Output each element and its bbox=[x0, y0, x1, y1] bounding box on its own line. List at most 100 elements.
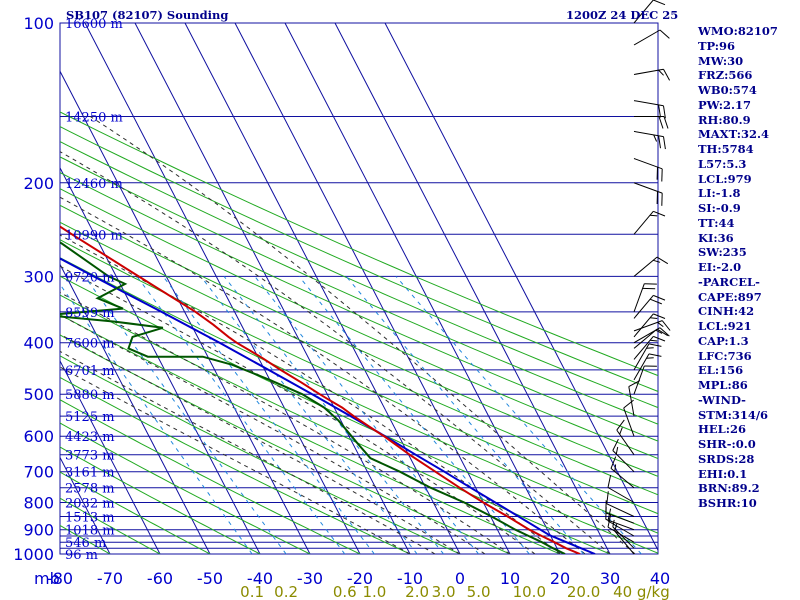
stat-item: STM:314/6 bbox=[698, 407, 769, 422]
wind-barb bbox=[628, 380, 641, 417]
wind-barb-flag bbox=[658, 69, 664, 76]
dry-adiabat-line bbox=[60, 156, 658, 425]
height-label: 1018 m bbox=[65, 524, 115, 539]
height-label: 8599 m bbox=[65, 306, 115, 321]
dry-adiabat-line bbox=[60, 204, 658, 477]
wind-barb bbox=[612, 519, 635, 549]
wind-barb-staff bbox=[633, 295, 654, 319]
stats-panel: WMO:82107 TP:96 MW:30 FRZ:566 WB0:574 PW:2.17… bbox=[698, 24, 798, 511]
wind-barb bbox=[607, 508, 635, 537]
pressure-tick-label: 100 bbox=[23, 14, 54, 33]
dry-adiabat-line bbox=[60, 111, 658, 377]
stat-item: LCL:921 bbox=[698, 319, 752, 333]
moist-adiabat-line bbox=[90, 116, 636, 554]
wind-barb bbox=[633, 335, 666, 360]
moist-adiabat-line bbox=[60, 366, 411, 554]
height-label: 5125 m bbox=[65, 410, 115, 425]
stat-item: BSHR:10 bbox=[698, 496, 757, 510]
wind-barb-flag bbox=[663, 116, 669, 129]
pressure-tick-label: 300 bbox=[23, 267, 54, 286]
wind-barb-flag bbox=[653, 313, 666, 319]
wind-barb-staff bbox=[633, 353, 650, 381]
wind-barb-staff bbox=[633, 0, 654, 24]
wind-barb-flag bbox=[653, 210, 666, 217]
wind-barb-staff bbox=[607, 487, 635, 503]
stat-item: KI:36 bbox=[698, 230, 734, 245]
pressure-tick-label: 1000 bbox=[13, 545, 54, 564]
height-label: 16600 m bbox=[65, 17, 123, 32]
wind-barb-flag bbox=[659, 29, 670, 39]
moist-adiabat-line bbox=[60, 291, 511, 554]
wind-barb bbox=[633, 210, 666, 235]
wind-barb bbox=[633, 328, 669, 349]
temperature-tick-label: -20 bbox=[347, 569, 373, 588]
wind-barb bbox=[606, 491, 635, 517]
wind-barb-flag bbox=[623, 399, 634, 409]
wind-barb-flag bbox=[656, 328, 669, 337]
dry-adiabat-line bbox=[60, 422, 311, 554]
wind-barb bbox=[633, 29, 670, 46]
wind-barb-staff bbox=[605, 512, 635, 524]
wind-barb bbox=[633, 130, 666, 150]
dry-adiabat-line bbox=[60, 334, 511, 554]
wind-barb-flag bbox=[616, 419, 625, 431]
wind-barb bbox=[633, 294, 666, 319]
wind-barb-staff bbox=[633, 365, 645, 395]
wind-barb bbox=[633, 68, 671, 81]
wind-barb-staff bbox=[607, 520, 635, 537]
stat-item: WMO:82107 bbox=[698, 24, 778, 38]
dry-adiabat-line bbox=[60, 314, 561, 554]
mixing-ratio-line bbox=[200, 276, 418, 554]
mixing-ratio-line bbox=[254, 276, 479, 554]
wind-barb-flag bbox=[650, 317, 658, 319]
stat-item: LCL:979 bbox=[698, 171, 752, 186]
isotherm-line bbox=[134, 23, 411, 554]
stat-item: LFC:736 bbox=[698, 348, 752, 363]
dry-adiabat-line bbox=[60, 239, 658, 515]
wind-barb-flag bbox=[612, 519, 615, 527]
stat-item: SRDS:28 bbox=[698, 451, 755, 466]
mixing-ratio-label: 40 g/kg bbox=[613, 583, 670, 600]
wind-barbs bbox=[605, 0, 671, 555]
temperature-tick-label: 10 bbox=[500, 569, 520, 588]
mixing-ratio-line bbox=[223, 276, 444, 554]
isotherm-line bbox=[60, 166, 261, 554]
wind-barb bbox=[633, 283, 657, 313]
dry-adiabat-line bbox=[60, 446, 261, 554]
temperature-tick-label: -80 bbox=[47, 569, 73, 588]
dry-adiabat-line bbox=[60, 257, 658, 534]
stat-item: CAPE:897 bbox=[698, 289, 762, 304]
wind-barb-flag bbox=[653, 134, 658, 142]
wind-barb-flag bbox=[663, 68, 671, 81]
dry-adiabat-line bbox=[60, 221, 658, 496]
stat-item: HEL:26 bbox=[698, 422, 746, 437]
isotherm-line bbox=[60, 456, 111, 554]
wind-barb-staff bbox=[633, 256, 658, 277]
stat-item: SW:235 bbox=[698, 245, 747, 260]
wind-barb bbox=[612, 438, 635, 473]
moist-adiabat-line bbox=[60, 314, 486, 554]
wind-barb-staff bbox=[633, 313, 654, 338]
wind-barb-flag bbox=[653, 294, 666, 301]
pressure-tick-label: 500 bbox=[23, 385, 54, 404]
moist-adiabat-lines bbox=[60, 116, 636, 554]
wind-barb-staff bbox=[628, 386, 635, 417]
mixing-ratio-label: 2.0 bbox=[405, 583, 429, 600]
wind-barb-flag bbox=[628, 380, 641, 388]
dry-adiabat-line bbox=[60, 376, 411, 554]
wind-barb-staff bbox=[633, 343, 650, 371]
wind-barb-flag bbox=[607, 508, 612, 522]
wind-barb-flag bbox=[656, 256, 669, 265]
height-label: 10990 m bbox=[65, 228, 123, 243]
temperature-tick-label: -30 bbox=[297, 569, 323, 588]
stat-item: MW:30 bbox=[698, 53, 744, 68]
height-label: 7600 m bbox=[65, 337, 115, 352]
mixing-ratio-lines bbox=[60, 276, 642, 554]
isotherm-line bbox=[384, 23, 658, 552]
pressure-tick-label: 600 bbox=[23, 427, 54, 446]
height-label: 3161 m bbox=[65, 466, 115, 481]
temperature-tick-label: -50 bbox=[197, 569, 223, 588]
wind-barb-staff bbox=[623, 407, 635, 437]
wind-barb-flag bbox=[649, 298, 662, 305]
stat-item: CAP:1.3 bbox=[698, 333, 749, 348]
